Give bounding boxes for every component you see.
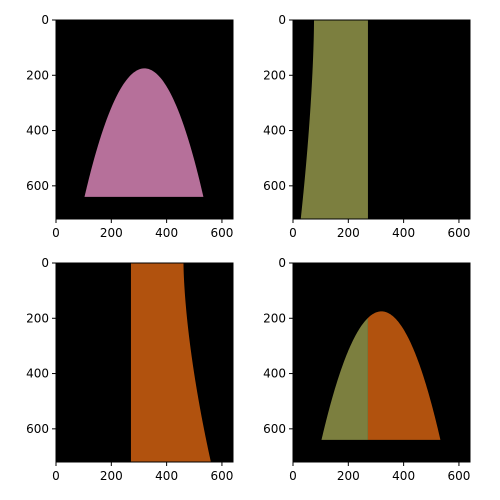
y-tick-label: 400: [26, 367, 49, 381]
x-tick-label: 200: [100, 469, 123, 483]
x-tick-label: 600: [210, 469, 233, 483]
y-tick-label: 0: [41, 256, 49, 270]
x-tick-label: 0: [52, 226, 60, 240]
axes-frame: [292, 19, 471, 220]
x-tick-label: 400: [392, 469, 415, 483]
y-tick-label: 600: [26, 422, 49, 436]
x-tick-label: 400: [392, 226, 415, 240]
x-tick-label: 600: [447, 469, 470, 483]
region-1: [84, 68, 204, 197]
region-1: [321, 317, 368, 440]
image-regions: [130, 263, 211, 462]
y-tick-label: 200: [26, 68, 49, 82]
x-tick-label: 0: [289, 226, 297, 240]
x-tick-label: 400: [155, 226, 178, 240]
y-tick-label: 600: [263, 179, 286, 193]
axes-frame: [55, 262, 234, 463]
y-tick-label: 200: [26, 311, 49, 325]
region-2: [367, 311, 441, 440]
y-tick-label: 400: [263, 124, 286, 138]
y-tick-label: 400: [263, 367, 286, 381]
subplot-1: 0 200 400 600 0 200 400 600: [26, 13, 234, 240]
region-1: [300, 20, 368, 219]
y-tick-label: 200: [263, 68, 286, 82]
subplot-3: 0 200 400 600 0 200 400 600: [26, 256, 234, 483]
y-tick-label: 0: [41, 13, 49, 27]
axes-frame: [292, 262, 471, 463]
image-regions: [321, 311, 441, 440]
subplot-2: 0 200 400 600 0 200 400 600: [263, 13, 471, 240]
x-tick-label: 600: [447, 226, 470, 240]
y-tick-label: 0: [278, 13, 286, 27]
region-1: [130, 263, 211, 462]
y-tick-label: 400: [26, 124, 49, 138]
y-tick-label: 600: [26, 179, 49, 193]
image-regions: [300, 20, 368, 219]
y-tick-label: 0: [278, 256, 286, 270]
axes-frame: [55, 19, 234, 220]
y-tick-label: 200: [263, 311, 286, 325]
x-tick-label: 0: [289, 469, 297, 483]
x-tick-label: 600: [210, 226, 233, 240]
x-tick-label: 200: [337, 226, 360, 240]
image-regions: [84, 68, 204, 197]
x-tick-label: 0: [52, 469, 60, 483]
subplot-4: 0 200 400 600 0 200 400 600: [263, 256, 471, 483]
x-tick-label: 200: [100, 226, 123, 240]
y-tick-label: 600: [263, 422, 286, 436]
x-tick-label: 200: [337, 469, 360, 483]
x-tick-label: 400: [155, 469, 178, 483]
